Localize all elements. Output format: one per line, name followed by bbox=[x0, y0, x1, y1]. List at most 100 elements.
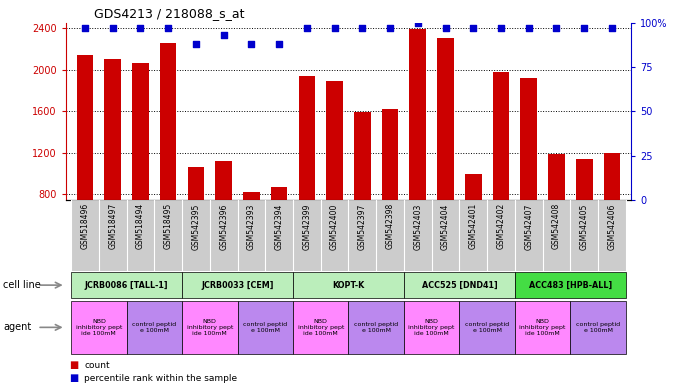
FancyBboxPatch shape bbox=[404, 272, 515, 298]
Text: GSM542404: GSM542404 bbox=[441, 203, 450, 250]
FancyBboxPatch shape bbox=[515, 272, 626, 298]
Text: GSM542397: GSM542397 bbox=[358, 203, 367, 250]
Text: GSM542396: GSM542396 bbox=[219, 203, 228, 250]
FancyBboxPatch shape bbox=[265, 200, 293, 271]
Point bbox=[468, 25, 479, 31]
Bar bbox=[437, 38, 454, 278]
Bar bbox=[520, 78, 537, 278]
Text: control peptid
e 100mM: control peptid e 100mM bbox=[354, 322, 398, 333]
FancyBboxPatch shape bbox=[460, 301, 515, 354]
FancyBboxPatch shape bbox=[210, 200, 237, 271]
FancyBboxPatch shape bbox=[542, 200, 571, 271]
Bar bbox=[493, 72, 509, 278]
Bar bbox=[354, 113, 371, 278]
Text: GSM518495: GSM518495 bbox=[164, 203, 172, 250]
Text: agent: agent bbox=[3, 322, 32, 333]
Text: control peptid
e 100mM: control peptid e 100mM bbox=[132, 322, 177, 333]
Text: GSM542408: GSM542408 bbox=[552, 203, 561, 250]
Point bbox=[79, 25, 90, 31]
Text: JCRB0086 [TALL-1]: JCRB0086 [TALL-1] bbox=[85, 281, 168, 290]
Bar bbox=[576, 159, 593, 278]
Point bbox=[357, 25, 368, 31]
FancyBboxPatch shape bbox=[155, 200, 182, 271]
Text: GSM542406: GSM542406 bbox=[607, 203, 616, 250]
Text: control peptid
e 100mM: control peptid e 100mM bbox=[465, 322, 509, 333]
FancyBboxPatch shape bbox=[126, 200, 155, 271]
Bar bbox=[270, 187, 288, 278]
FancyBboxPatch shape bbox=[293, 272, 404, 298]
Point bbox=[495, 25, 506, 31]
Text: NBD
inhibitory pept
ide 100mM: NBD inhibitory pept ide 100mM bbox=[408, 319, 455, 336]
FancyBboxPatch shape bbox=[376, 200, 404, 271]
Point bbox=[551, 25, 562, 31]
Text: GDS4213 / 218088_s_at: GDS4213 / 218088_s_at bbox=[94, 7, 244, 20]
Text: percentile rank within the sample: percentile rank within the sample bbox=[84, 374, 237, 383]
Point bbox=[218, 32, 229, 38]
Text: ■: ■ bbox=[69, 373, 78, 383]
Text: GSM542399: GSM542399 bbox=[302, 203, 311, 250]
Text: JCRB0033 [CEM]: JCRB0033 [CEM] bbox=[201, 281, 274, 290]
FancyBboxPatch shape bbox=[571, 200, 598, 271]
FancyBboxPatch shape bbox=[432, 200, 460, 271]
Text: NBD
inhibitory pept
ide 100mM: NBD inhibitory pept ide 100mM bbox=[186, 319, 233, 336]
Text: cell line: cell line bbox=[3, 280, 41, 290]
FancyBboxPatch shape bbox=[460, 200, 487, 271]
Point bbox=[579, 25, 590, 31]
Point bbox=[246, 41, 257, 47]
Bar bbox=[188, 167, 204, 278]
Point bbox=[329, 25, 340, 31]
Bar bbox=[465, 174, 482, 278]
Text: GSM542403: GSM542403 bbox=[413, 203, 422, 250]
Text: GSM542405: GSM542405 bbox=[580, 203, 589, 250]
Text: GSM518494: GSM518494 bbox=[136, 203, 145, 250]
Point bbox=[384, 25, 395, 31]
FancyBboxPatch shape bbox=[321, 200, 348, 271]
FancyBboxPatch shape bbox=[71, 272, 182, 298]
Text: ACC525 [DND41]: ACC525 [DND41] bbox=[422, 281, 497, 290]
Point bbox=[190, 41, 201, 47]
FancyBboxPatch shape bbox=[126, 301, 182, 354]
FancyBboxPatch shape bbox=[293, 301, 348, 354]
Text: GSM518496: GSM518496 bbox=[81, 203, 90, 250]
Bar bbox=[104, 60, 121, 278]
FancyBboxPatch shape bbox=[99, 200, 126, 271]
FancyBboxPatch shape bbox=[293, 200, 321, 271]
Text: count: count bbox=[84, 361, 110, 370]
FancyBboxPatch shape bbox=[404, 200, 432, 271]
Text: control peptid
e 100mM: control peptid e 100mM bbox=[576, 322, 620, 333]
Bar bbox=[409, 29, 426, 278]
FancyBboxPatch shape bbox=[571, 301, 626, 354]
FancyBboxPatch shape bbox=[348, 200, 376, 271]
Text: GSM542401: GSM542401 bbox=[469, 203, 477, 250]
Point bbox=[523, 25, 534, 31]
FancyBboxPatch shape bbox=[348, 301, 404, 354]
Text: NBD
inhibitory pept
ide 100mM: NBD inhibitory pept ide 100mM bbox=[297, 319, 344, 336]
FancyBboxPatch shape bbox=[404, 301, 460, 354]
Bar bbox=[77, 55, 93, 278]
Text: GSM542402: GSM542402 bbox=[497, 203, 506, 250]
Point bbox=[163, 25, 174, 31]
Point bbox=[440, 25, 451, 31]
Bar bbox=[382, 109, 398, 278]
Text: NBD
inhibitory pept
ide 100mM: NBD inhibitory pept ide 100mM bbox=[76, 319, 122, 336]
Point bbox=[412, 20, 423, 26]
FancyBboxPatch shape bbox=[182, 272, 293, 298]
Bar bbox=[299, 76, 315, 278]
Bar bbox=[132, 63, 149, 278]
Text: GSM542398: GSM542398 bbox=[386, 203, 395, 250]
Text: NBD
inhibitory pept
ide 100mM: NBD inhibitory pept ide 100mM bbox=[520, 319, 566, 336]
Bar bbox=[548, 154, 565, 278]
Text: GSM518497: GSM518497 bbox=[108, 203, 117, 250]
FancyBboxPatch shape bbox=[515, 301, 571, 354]
Text: GSM542393: GSM542393 bbox=[247, 203, 256, 250]
Text: ACC483 [HPB-ALL]: ACC483 [HPB-ALL] bbox=[529, 281, 612, 290]
Text: control peptid
e 100mM: control peptid e 100mM bbox=[243, 322, 287, 333]
Point bbox=[607, 25, 618, 31]
Bar bbox=[215, 161, 232, 278]
Text: GSM542400: GSM542400 bbox=[330, 203, 339, 250]
Point bbox=[302, 25, 313, 31]
FancyBboxPatch shape bbox=[237, 301, 293, 354]
FancyBboxPatch shape bbox=[487, 200, 515, 271]
FancyBboxPatch shape bbox=[71, 200, 99, 271]
FancyBboxPatch shape bbox=[515, 200, 542, 271]
